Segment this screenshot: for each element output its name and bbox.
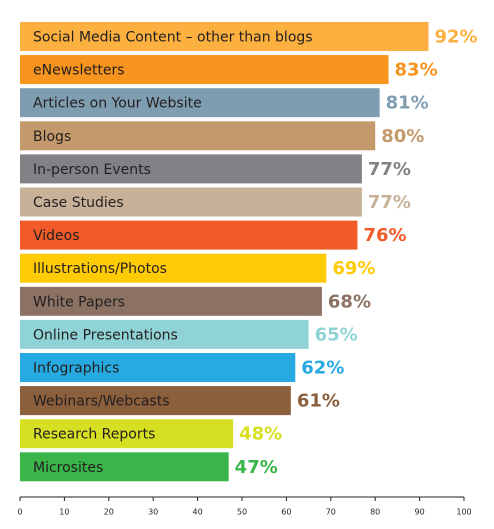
- category-label: eNewsletters: [33, 63, 125, 79]
- category-label: Webinars/Webcasts: [33, 394, 170, 410]
- x-tick-label: 90: [415, 508, 425, 517]
- category-label: Online Presentations: [33, 327, 178, 343]
- x-tick-label: 0: [17, 508, 22, 517]
- bar: [20, 286, 322, 316]
- category-label: Research Reports: [33, 427, 155, 443]
- x-tick-label: 50: [237, 508, 247, 517]
- bar: [20, 419, 234, 449]
- bar: [20, 319, 309, 349]
- value-label: 77%: [368, 192, 411, 213]
- x-tick-label: 10: [59, 508, 69, 517]
- value-label: 62%: [301, 358, 344, 379]
- value-label: 69%: [332, 258, 375, 279]
- bar: [20, 187, 362, 217]
- category-label: Blogs: [33, 129, 71, 145]
- value-label: 77%: [368, 159, 411, 180]
- value-label: 65%: [315, 324, 358, 345]
- value-label: 68%: [328, 291, 371, 312]
- bar: [20, 154, 362, 184]
- x-tick-label: 30: [148, 508, 158, 517]
- bar: [20, 55, 389, 85]
- category-label: Infographics: [33, 361, 119, 377]
- bar: [20, 353, 296, 382]
- bar: [20, 220, 358, 250]
- bar: [20, 88, 380, 118]
- bar: [20, 386, 291, 416]
- value-label: 92%: [434, 27, 477, 48]
- value-label: 47%: [235, 457, 278, 478]
- value-label: 81%: [386, 93, 429, 114]
- x-tick-label: 20: [104, 508, 114, 517]
- category-label: Case Studies: [33, 195, 124, 211]
- category-label: Social Media Content – other than blogs: [33, 30, 313, 46]
- category-label: Microsites: [33, 460, 103, 476]
- bar: [20, 452, 229, 482]
- category-label: Videos: [33, 228, 80, 244]
- x-tick-label: 70: [326, 508, 336, 517]
- x-tick-label: 40: [193, 508, 203, 517]
- x-tick-label: 80: [370, 508, 380, 517]
- category-label: Illustrations/Photos: [33, 261, 167, 277]
- value-label: 61%: [297, 391, 340, 412]
- category-label: In-person Events: [33, 162, 151, 178]
- bar: [20, 253, 327, 283]
- value-label: 80%: [381, 126, 424, 147]
- bar: [20, 121, 376, 151]
- bar: [20, 22, 429, 51]
- value-label: 48%: [239, 424, 282, 445]
- value-label: 76%: [363, 225, 406, 246]
- x-tick-label: 100: [456, 508, 471, 517]
- category-label: Articles on Your Website: [33, 96, 202, 112]
- x-tick-label: 60: [281, 508, 291, 517]
- category-label: White Papers: [33, 294, 125, 310]
- value-label: 83%: [395, 60, 438, 81]
